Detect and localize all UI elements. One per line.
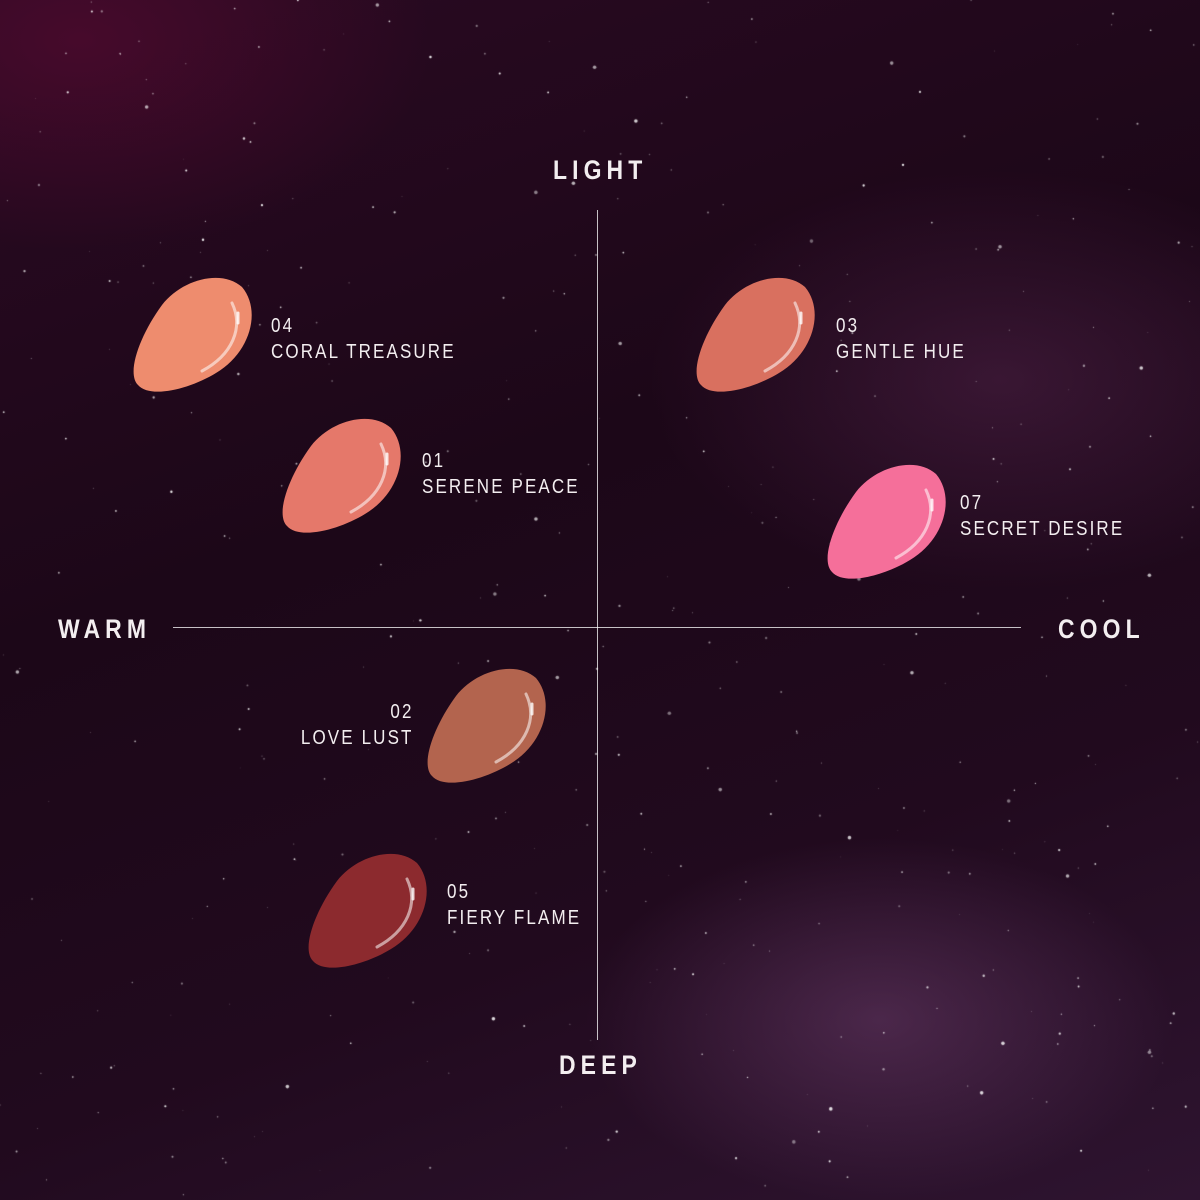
swatch-blob (133, 277, 252, 392)
swatch-fiery-flame (308, 853, 427, 968)
shade-number: 03 (836, 315, 860, 337)
axis-label-cool: COOL (1058, 614, 1145, 644)
swatch-gloss-highlight (763, 301, 801, 373)
shade-name: FIERY FLAME (447, 907, 582, 929)
axis-label-deep: DEEP (559, 1050, 642, 1080)
swatch-love-lust (427, 668, 546, 783)
swatch-gloss-highlight (200, 301, 238, 373)
shade-number: 07 (960, 492, 984, 514)
shade-number: 01 (422, 450, 446, 472)
axis-label-warm: WARM (58, 614, 152, 644)
shade-name: GENTLE HUE (836, 341, 966, 363)
shade-label-serene-peace: 01 SERENE PEACE (422, 448, 580, 500)
swatch-blob (427, 668, 546, 783)
swatch-blob (308, 853, 427, 968)
shade-name: LOVE LUST (301, 727, 414, 749)
horizontal-axis-line (173, 627, 1021, 628)
axis-label-light: LIGHT (553, 155, 648, 185)
swatch-gentle-hue (696, 277, 815, 392)
swatch-blob (696, 277, 815, 392)
swatch-blob (827, 464, 946, 579)
shade-number: 02 (390, 701, 414, 723)
shade-label-fiery-flame: 05 FIERY FLAME (447, 879, 581, 931)
shade-number: 04 (271, 315, 295, 337)
vertical-axis-line (597, 210, 598, 1040)
shade-label-gentle-hue: 03 GENTLE HUE (836, 313, 966, 365)
swatch-gloss-highlight (894, 488, 932, 560)
shade-name: SECRET DESIRE (960, 518, 1125, 540)
swatch-serene-peace (282, 418, 401, 533)
shade-label-love-lust: 02 LOVE LUST (301, 699, 414, 751)
shade-label-coral-treasure: 04 CORAL TREASURE (271, 313, 456, 365)
swatch-secret-desire (827, 464, 946, 579)
swatch-gloss-highlight (375, 877, 413, 949)
swatch-blob (282, 418, 401, 533)
swatch-coral-treasure (133, 277, 252, 392)
swatch-gloss-highlight (349, 442, 387, 514)
swatch-gloss-highlight (494, 692, 532, 764)
shade-name: SERENE PEACE (422, 476, 580, 498)
shade-label-secret-desire: 07 SECRET DESIRE (960, 490, 1124, 542)
shade-number: 05 (447, 881, 471, 903)
shade-name: CORAL TREASURE (271, 341, 456, 363)
